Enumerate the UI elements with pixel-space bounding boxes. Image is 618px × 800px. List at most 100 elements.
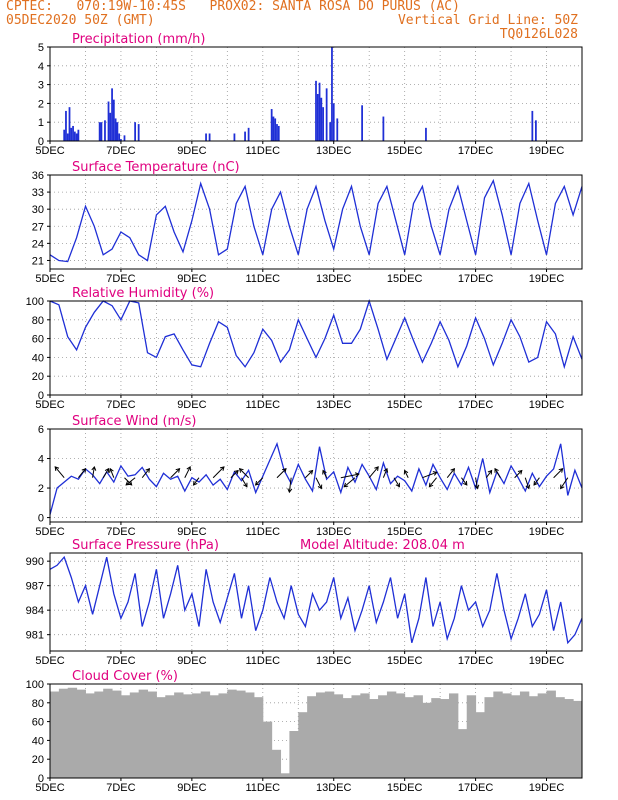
cloud-bar	[404, 697, 415, 778]
precip-bar	[111, 88, 113, 141]
wind-arrowhead	[186, 466, 191, 471]
x-tick-label: 17DEC	[458, 145, 494, 157]
temp-title: Surface Temperature (nC)	[72, 160, 240, 175]
wind-vector	[485, 470, 493, 479]
y-tick-label: 40	[32, 735, 44, 747]
precip-bar	[134, 122, 137, 141]
cloud-bar	[156, 697, 166, 778]
precip-bar	[107, 101, 110, 141]
x-tick-label: 5DEC	[35, 782, 64, 794]
wind-vector	[230, 470, 239, 479]
cloud-bar	[546, 690, 556, 778]
cloud-panel: 0 20 40 60 80 100 5DEC 7DEC 9DEC 11DEC 13DEC 15DEC 1…	[26, 669, 583, 794]
cloud-bar	[262, 721, 273, 778]
x-tick-label: 11DEC	[245, 782, 280, 794]
y-tick-label: 21	[32, 255, 44, 267]
cloud-bar	[76, 689, 86, 778]
wind-vector	[212, 466, 225, 479]
pressure-subtitle: Model Altitude: 208.04 m	[300, 538, 465, 553]
wind-panel: 0 2 4 6 5DEC 7DEC 9DEC 11DEC 13DEC 15DEC 17DEC 19DE…	[35, 414, 583, 538]
cloud-bar	[147, 691, 157, 778]
wind-vector	[533, 477, 540, 486]
x-tick-label: 5DEC	[35, 655, 64, 667]
wind-arrowhead	[403, 469, 409, 475]
wind-vector	[124, 477, 133, 486]
x-tick-label: 17DEC	[458, 782, 494, 794]
precip-panel: 0 1 2 3 4 5 5DEC 7DEC 9DEC 11DEC 13DEC 15DEC 17DEC 19…	[35, 32, 583, 157]
precip-bar	[331, 47, 333, 141]
wind-arrowhead	[517, 469, 523, 475]
x-tick-label: 17DEC	[458, 273, 494, 285]
wind-vector	[288, 477, 292, 493]
x-tick-label: 11DEC	[245, 655, 280, 667]
rh-title: Relative Humidity (%)	[72, 286, 214, 301]
wind-arrowhead	[175, 468, 181, 473]
cloud-bar	[564, 699, 574, 778]
cloud-bar	[342, 698, 352, 778]
x-tick-label: 13DEC	[316, 273, 352, 285]
wind-vector	[422, 471, 437, 479]
wind-vector	[514, 470, 523, 479]
precip-bar	[382, 116, 385, 141]
x-tick-label: 15DEC	[387, 399, 423, 411]
wind-arrowhead	[383, 467, 389, 473]
wind-vector	[315, 477, 322, 489]
y-tick-label: 0	[38, 136, 44, 148]
cloud-bar	[316, 692, 326, 778]
model-id: TQ0126L028	[499, 27, 578, 42]
cloud-bar	[58, 688, 69, 778]
cloud-bar	[502, 693, 512, 778]
wind-arrowhead	[308, 469, 314, 475]
cloud-bar	[537, 693, 548, 778]
x-tick-label: 11DEC	[245, 273, 280, 285]
wind-arrowhead	[81, 467, 87, 473]
cloud-bar	[280, 773, 290, 778]
wind-arrowhead	[533, 480, 538, 486]
cloud-bar	[431, 698, 441, 778]
x-tick-label: 13DEC	[316, 526, 352, 538]
wind-frame	[49, 428, 583, 523]
header: CPTEC: 070:19W-10:45S PROX02: SANTA ROSA…	[0, 0, 618, 48]
cloud-bar	[511, 695, 521, 778]
x-tick-label: 15DEC	[387, 782, 423, 794]
x-tick-label: 13DEC	[316, 655, 352, 667]
wind-arrowhead	[487, 469, 493, 475]
wind-arrowhead	[254, 480, 260, 486]
cloud-bar	[324, 691, 335, 778]
x-tick-label: 15DEC	[387, 145, 423, 157]
temp-panel: 21 24 27 30 33 36 5DEC 7DEC 9DEC 11DEC 13DEC 15DEC 1…	[32, 160, 583, 285]
y-tick-label: 100	[26, 679, 44, 691]
cloud-bar	[112, 690, 122, 778]
wind-vector	[109, 468, 115, 478]
precip-bar	[75, 133, 78, 141]
y-tick-label: 80	[32, 698, 44, 710]
wind-vector	[340, 473, 359, 479]
x-tick-label: 7DEC	[106, 273, 135, 285]
cloud-bar	[528, 696, 539, 778]
wind-arrowhead	[428, 482, 434, 488]
wind-arrowhead	[317, 484, 323, 490]
cloud-bar	[484, 697, 494, 778]
precip-bar	[208, 133, 211, 141]
cloud-bar	[218, 693, 228, 778]
y-tick-label: 0	[38, 513, 44, 525]
precip-bar	[63, 129, 66, 141]
x-tick-label: 9DEC	[177, 145, 206, 157]
cloud-bar	[120, 695, 131, 778]
x-tick-label: 7DEC	[106, 145, 135, 157]
x-tick-label: 9DEC	[177, 782, 206, 794]
x-tick-label: 9DEC	[177, 273, 206, 285]
precip-bar	[66, 133, 69, 141]
wind-arrowhead	[462, 480, 468, 486]
cloud-bar	[449, 693, 459, 778]
x-tick-label: 13DEC	[316, 782, 352, 794]
cloud-bar	[378, 695, 388, 778]
cloud-bar	[298, 712, 308, 778]
precip-bar	[325, 88, 328, 141]
cloud-bar	[351, 695, 361, 778]
y-tick-label: 1	[38, 117, 44, 129]
cloud-bar	[307, 696, 317, 778]
x-tick-label: 5DEC	[35, 526, 64, 538]
wind-vector	[241, 477, 248, 487]
